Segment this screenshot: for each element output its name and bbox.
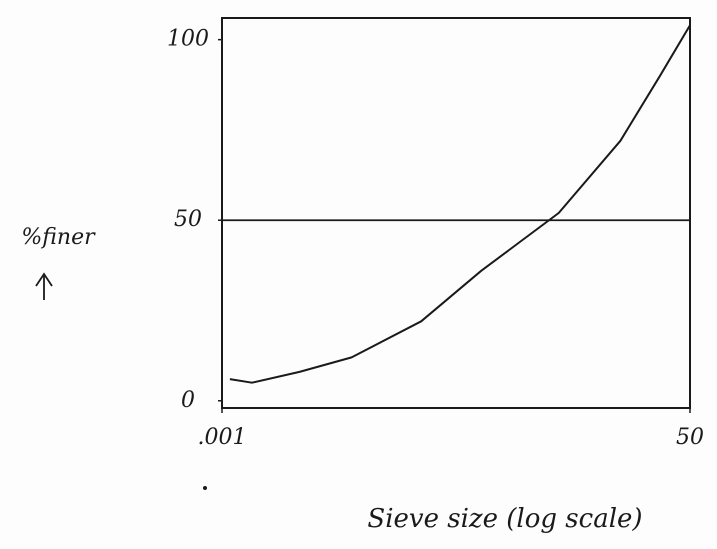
y-tick-label: 0	[181, 388, 195, 413]
x-axis-label: Sieve size (log scale)	[367, 504, 642, 534]
y-axis-label: %finer	[21, 225, 96, 250]
chart: %finer Sieve size (log scale) 0 50 100 .001…	[0, 0, 717, 549]
x-tick-label: .001	[198, 425, 247, 450]
background	[0, 0, 717, 549]
x-tick-label: 50	[676, 425, 704, 450]
dot	[203, 486, 207, 490]
y-tick-label: 50	[174, 207, 202, 232]
y-tick-label: 100	[167, 27, 209, 52]
